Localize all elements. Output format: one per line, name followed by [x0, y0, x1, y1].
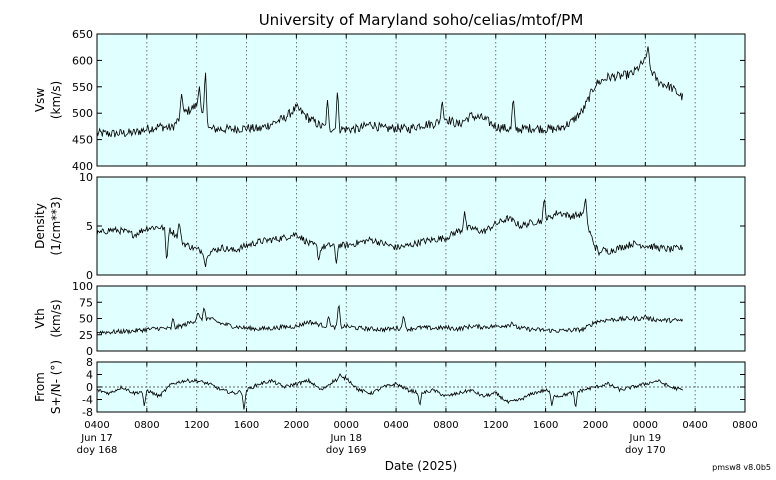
y-tick-label: 0 [86, 269, 93, 282]
y-tick-label: 10 [79, 171, 93, 184]
panel-background [97, 177, 745, 275]
series-line-density [96, 198, 684, 268]
series-line-flow [96, 372, 684, 410]
x-tick-label: 0000 [633, 420, 658, 431]
panel-frame [96, 33, 746, 167]
x-tick-label: 0400 [682, 420, 707, 431]
chart-title: University of Maryland soho/celias/mtof/… [259, 11, 584, 29]
y-axis-unit: (km/s) [49, 299, 63, 337]
y-axis-unit: (km/s) [49, 81, 63, 119]
x-tick-label: 0800 [732, 420, 757, 431]
y-tick-label: 0 [86, 381, 93, 394]
y-tick-label: 0 [86, 345, 93, 358]
y-axis-label: Vth [33, 308, 47, 329]
panel-flow: 840-4-8 From S+/N- (°) [33, 356, 746, 419]
y-tick-label: 450 [72, 134, 93, 147]
y-tick-label: 100 [72, 280, 93, 293]
panel-density: 0 5 10 Density (1/cm**3) [33, 171, 746, 282]
x-tick-label: 1200 [483, 420, 508, 431]
x-tick-label: 1200 [184, 420, 209, 431]
panel-vth: 0 25 50 75 100 Vth (km/s) [33, 280, 746, 358]
y-tick-label: 650 [72, 28, 93, 41]
x-tick-date: Jun 17 [80, 433, 113, 444]
y-axis-label: Vsw [33, 88, 47, 112]
y-tick-label: 25 [79, 329, 93, 342]
y-tick-label: 5 [86, 220, 93, 233]
y-tick-label: 50 [79, 313, 93, 326]
x-tick-label: 2000 [284, 420, 309, 431]
x-axis-label: Date (2025) [385, 459, 457, 473]
y-tick-label: 8 [86, 356, 93, 369]
series-line-vth [96, 304, 684, 336]
y-axis-unit: S+/N- (°) [49, 360, 63, 414]
y-tick-label: -4 [82, 394, 93, 407]
x-tick-label: 1600 [234, 420, 259, 431]
y-tick-label: 75 [79, 296, 93, 309]
x-tick-label: 0800 [134, 420, 159, 431]
x-tick-label: 2000 [583, 420, 608, 431]
y-tick-label: 500 [72, 107, 93, 120]
credit-text: pmsw8 v8.0b5 [712, 463, 771, 472]
x-tick-label: 0400 [383, 420, 408, 431]
y-tick-label: 400 [72, 160, 93, 173]
x-tick-date: Jun 18 [329, 433, 362, 444]
y-axis-unit: (1/cm**3) [49, 197, 63, 256]
x-tick-doy: doy 168 [77, 445, 118, 456]
x-tick-label: 0000 [334, 420, 359, 431]
y-axis-label: Density [33, 203, 47, 249]
y-tick-label: 600 [72, 54, 93, 67]
panel-vsw: 400 450 500 550 600 650 Vsw (km/s) [33, 28, 746, 173]
y-tick-label: 550 [72, 81, 93, 94]
x-tick-label: 0400 [84, 420, 109, 431]
panel-background [97, 286, 745, 351]
y-tick-label: 4 [86, 369, 93, 382]
x-tick-date: Jun 19 [629, 433, 662, 444]
x-tick-doy: doy 170 [625, 445, 666, 456]
panel-background [97, 34, 745, 166]
y-axis-label: From [33, 372, 47, 402]
y-tick-label: -8 [82, 406, 93, 419]
x-tick-label: 0800 [433, 420, 458, 431]
x-tick-doy: doy 169 [326, 445, 367, 456]
series-line-vsw [96, 46, 684, 138]
x-tick-label: 1600 [533, 420, 558, 431]
